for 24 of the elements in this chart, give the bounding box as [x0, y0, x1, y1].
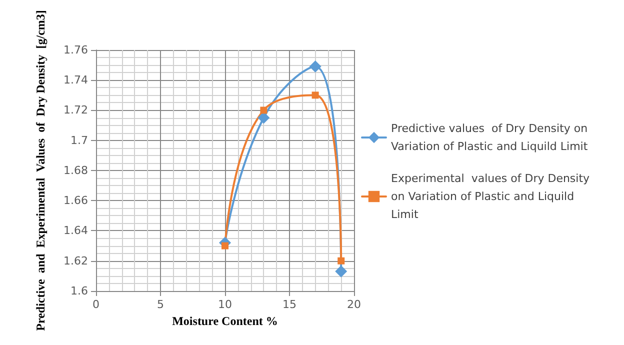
x-tick-label: 20: [347, 298, 361, 311]
point: [309, 60, 322, 73]
x-tick-label: 0: [92, 298, 100, 311]
y-tick-label: 1.62: [64, 254, 88, 268]
y-tick-label: 1.7: [70, 134, 88, 147]
point: [335, 265, 348, 278]
y-tick-label: 1.6: [70, 284, 88, 298]
x-tick-label: 10: [218, 298, 232, 311]
point: [260, 106, 268, 114]
x-axis-title: Moisture Content %: [172, 314, 278, 328]
y-axis-title: Predictive and Experimental Values of Dry Density [g/cm3]: [34, 10, 48, 331]
y-tick-label: 1.76: [64, 43, 88, 56]
x-tick-label: 15: [282, 298, 296, 311]
y-tick-label: 1.74: [64, 74, 88, 87]
y-tick-label: 1.66: [64, 194, 88, 208]
y-tick-label: 1.64: [64, 224, 88, 238]
y-tick-label: 1.72: [64, 104, 88, 117]
point: [312, 92, 319, 99]
point: [222, 242, 228, 250]
legend-label: Experimental values of Dry Density on Variation of Plastic and Liquild Limit: [391, 172, 594, 221]
x-tick-label: 5: [157, 298, 164, 311]
y-tick-label: 1.68: [64, 164, 88, 177]
legend-label: Predictive values of Dry Density on Variation of Plastic and Liquild Limit: [391, 122, 592, 153]
point: [338, 257, 345, 264]
